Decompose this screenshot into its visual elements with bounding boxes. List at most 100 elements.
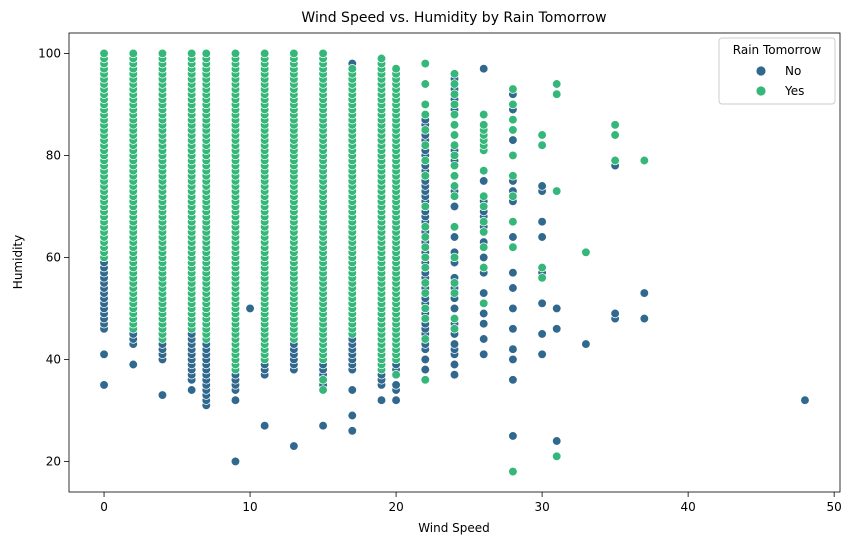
data-point-no: [508, 268, 518, 278]
data-point-no: [289, 441, 299, 451]
x-axis-label: Wind Speed: [418, 521, 490, 535]
data-point-yes: [508, 115, 518, 125]
data-point-no: [260, 421, 270, 431]
data-point-no: [552, 303, 562, 314]
data-point-yes: [420, 252, 430, 263]
data-point-yes: [610, 155, 620, 166]
points-layer: [99, 48, 810, 477]
y-tick-label: 60: [46, 250, 61, 264]
data-point-no: [537, 349, 547, 359]
data-point-yes: [479, 262, 489, 273]
data-point-yes: [537, 130, 547, 140]
data-point-yes: [420, 313, 430, 324]
data-point-yes: [449, 171, 460, 181]
data-point-yes: [420, 242, 430, 252]
data-point-yes: [449, 160, 460, 171]
data-point-no: [508, 324, 518, 334]
data-point-yes: [420, 232, 430, 242]
legend-title: Rain Tomorrow: [733, 43, 822, 57]
data-point-yes: [449, 120, 460, 130]
x-tick-label: 50: [827, 500, 842, 514]
data-point-yes: [479, 227, 489, 237]
data-point-yes: [552, 451, 562, 461]
x-tick-label: 10: [242, 500, 257, 514]
data-point-yes: [318, 48, 328, 59]
data-point-no: [508, 303, 518, 314]
legend-marker-yes: [755, 85, 767, 97]
data-point-no: [449, 359, 460, 370]
data-point-yes: [289, 48, 299, 59]
data-point-yes: [479, 120, 489, 130]
data-point-yes: [420, 222, 430, 232]
data-point-yes: [581, 247, 591, 257]
data-point-no: [449, 339, 460, 349]
data-point-no: [128, 359, 138, 370]
data-point-yes: [449, 79, 460, 89]
data-point-no: [449, 201, 460, 212]
data-point-yes: [420, 125, 430, 135]
data-point-no: [420, 354, 430, 365]
data-point-yes: [318, 375, 328, 385]
data-point-yes: [479, 109, 489, 120]
data-point-yes: [508, 150, 518, 161]
data-point-no: [187, 385, 197, 395]
data-point-yes: [420, 375, 430, 385]
data-point-yes: [157, 48, 168, 59]
data-point-yes: [508, 99, 518, 110]
legend-box: [718, 37, 836, 105]
data-point-yes: [508, 242, 518, 252]
data-point-yes: [449, 69, 460, 79]
data-point-yes: [420, 109, 430, 120]
data-point-no: [479, 349, 489, 359]
legend-label-no: No: [785, 64, 801, 78]
data-point-yes: [420, 99, 430, 110]
data-point-no: [479, 308, 489, 319]
data-point-yes: [449, 140, 460, 150]
data-point-yes: [449, 288, 460, 298]
data-point-no: [552, 324, 562, 334]
data-point-no: [610, 308, 620, 319]
data-point-no: [347, 385, 357, 395]
data-point-yes: [391, 64, 401, 74]
data-point-no: [537, 232, 547, 242]
data-point-yes: [479, 201, 489, 212]
data-point-yes: [552, 79, 562, 89]
data-point-no: [508, 375, 518, 385]
data-point-yes: [420, 262, 430, 273]
data-point-yes: [420, 303, 430, 314]
data-point-no: [449, 370, 460, 380]
data-point-yes: [537, 262, 547, 273]
data-point-no: [230, 395, 241, 405]
data-point-no: [552, 436, 562, 446]
data-point-yes: [508, 191, 518, 201]
data-point-yes: [479, 217, 489, 227]
data-point-yes: [449, 181, 460, 191]
data-point-yes: [420, 140, 430, 150]
y-tick-label: 80: [46, 148, 61, 162]
y-tick-label: 20: [46, 454, 61, 468]
x-tick-label: 0: [100, 500, 108, 514]
data-point-no: [230, 456, 241, 467]
data-point-yes: [479, 242, 489, 252]
data-point-no: [581, 339, 591, 349]
data-point-no: [391, 395, 401, 405]
y-tick-label: 40: [46, 352, 61, 366]
data-point-yes: [318, 385, 328, 395]
data-point-no: [449, 303, 460, 314]
data-point-no: [99, 349, 109, 359]
data-point-yes: [260, 48, 270, 59]
data-point-no: [479, 252, 489, 263]
data-point-yes: [537, 140, 547, 150]
plot-frame: [68, 32, 841, 493]
data-point-yes: [128, 48, 138, 59]
data-point-no: [639, 288, 649, 298]
data-point-yes: [508, 217, 518, 227]
data-point-no: [508, 283, 518, 293]
data-point-yes: [552, 89, 562, 99]
data-point-yes: [508, 466, 518, 477]
data-point-yes: [449, 130, 460, 140]
data-point-yes: [420, 288, 430, 298]
data-point-yes: [449, 191, 460, 201]
data-point-yes: [376, 53, 387, 64]
